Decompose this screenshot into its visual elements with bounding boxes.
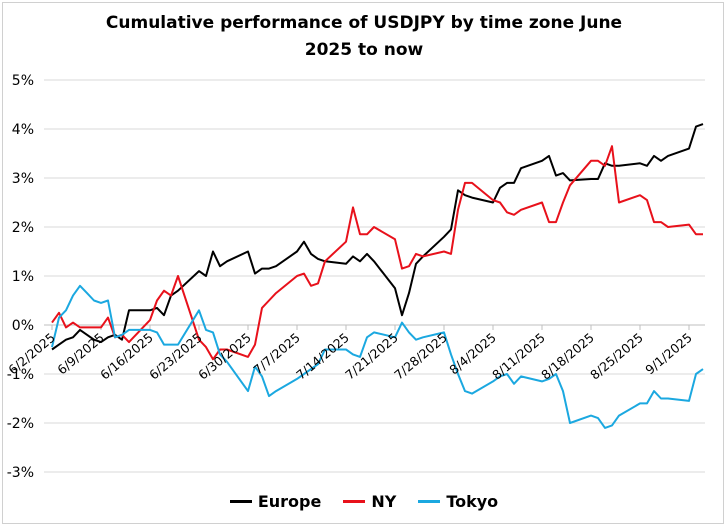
legend-label-europe: Europe	[257, 492, 322, 511]
series-lines	[51, 123, 704, 429]
legend-swatch-ny	[343, 500, 366, 503]
x-tick-label: 8/25/2025	[587, 330, 646, 383]
legend-swatch-europe	[229, 500, 252, 503]
chart-title-line-1: Cumulative performance of USDJPY by time…	[105, 13, 623, 33]
chart-title-line-2: 2025 to now	[304, 40, 424, 60]
x-tick-label: 7/14/2025	[293, 330, 352, 383]
chart-legend: Europe NY Tokyo	[0, 492, 728, 511]
x-tick-label: 8/11/2025	[489, 330, 548, 383]
y-tick-label: 0%	[12, 318, 34, 334]
x-tick-label: 7/21/2025	[342, 330, 401, 383]
legend-item-ny: NY	[343, 492, 396, 511]
y-tick-label: -1%	[7, 367, 34, 383]
legend-item-europe: Europe	[229, 492, 322, 511]
legend-item-tokyo: Tokyo	[418, 492, 498, 511]
y-tick-label: 1%	[12, 269, 34, 285]
y-axis-tick-labels: 5% 4% 3% 2% 1% 0% -1% -2% -3%	[7, 73, 34, 481]
series-line-tokyo	[51, 284, 704, 429]
series-line-ny	[51, 145, 703, 361]
legend-swatch-tokyo	[418, 500, 441, 503]
series-line-europe	[51, 123, 704, 351]
y-tick-label: 4%	[12, 122, 34, 138]
x-tick-label: 6/23/2025	[146, 330, 205, 383]
y-tick-label: 5%	[12, 73, 34, 89]
gridlines	[44, 79, 705, 473]
x-tick-label: 9/1/2025	[642, 330, 695, 378]
legend-label-tokyo: Tokyo	[446, 492, 499, 511]
x-tick-label: 8/18/2025	[538, 330, 597, 383]
y-tick-label: -3%	[7, 465, 34, 481]
y-tick-label: 2%	[12, 220, 34, 236]
y-tick-label: 3%	[12, 171, 34, 187]
legend-label-ny: NY	[371, 492, 397, 511]
chart-title: Cumulative performance of USDJPY by time…	[0, 10, 728, 64]
y-tick-label: -2%	[7, 416, 34, 432]
